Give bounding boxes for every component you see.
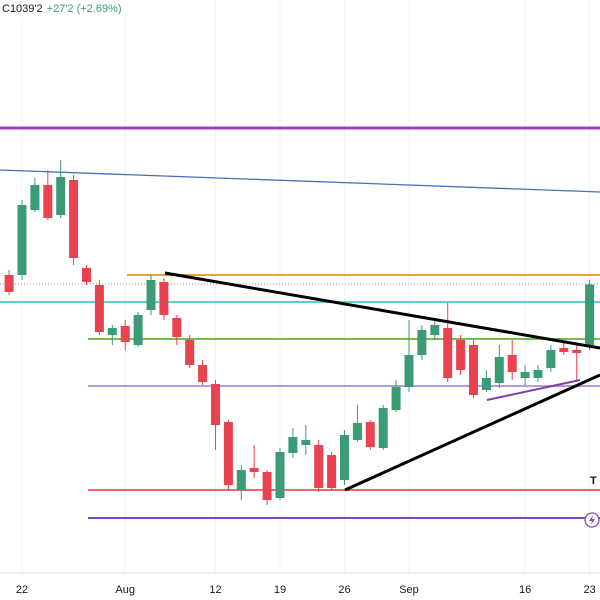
x-tick-label: 19 <box>274 584 286 596</box>
candle-body <box>546 350 556 368</box>
candle-body <box>572 350 582 353</box>
x-axis-labels: 22 Aug 12 19 26 Sep 16 23 <box>16 584 596 596</box>
candle-body <box>211 384 220 425</box>
levels <box>0 126 600 519</box>
candle-body <box>43 185 53 218</box>
candles <box>4 160 595 505</box>
x-tick-label: Sep <box>399 584 419 596</box>
candle-body <box>327 455 337 488</box>
candle-body <box>223 422 233 485</box>
candle-body <box>146 280 156 310</box>
wedge-line <box>486 379 581 401</box>
alert-bolt <box>589 515 595 525</box>
x-tick-label: 12 <box>209 584 221 596</box>
candle-body <box>249 468 259 472</box>
candle-body <box>481 378 491 390</box>
candle-body <box>533 370 543 378</box>
candle-body <box>417 330 427 355</box>
candle-body <box>443 328 453 378</box>
candle-body <box>314 445 324 488</box>
candle-body <box>30 185 40 210</box>
candle-body <box>17 205 27 275</box>
candle-body <box>365 422 375 447</box>
candle-body <box>4 275 14 292</box>
x-tick-label: 16 <box>519 584 531 596</box>
candle-body <box>56 177 66 215</box>
candle-body <box>391 387 401 410</box>
candle-body <box>469 345 478 395</box>
x-tick-label: Aug <box>115 584 135 596</box>
candle-body <box>494 357 504 383</box>
candle-body <box>172 318 182 337</box>
candle-body <box>69 180 79 258</box>
candle-body <box>262 472 272 500</box>
candle-body <box>378 408 388 448</box>
candle-body <box>301 440 311 445</box>
candle-body <box>120 326 130 342</box>
close-text: C1039'2 <box>2 3 43 15</box>
candle-body <box>559 348 569 352</box>
triangle-upper <box>164 271 600 350</box>
x-tick-label: 22 <box>16 584 28 596</box>
candle-body <box>340 435 349 480</box>
change-text: +27'2 (+2.69%) <box>47 3 122 15</box>
candle-body <box>520 372 530 378</box>
candle-body <box>430 325 440 335</box>
annotation: T <box>590 475 597 487</box>
grid <box>21 0 591 573</box>
candle-body <box>507 355 517 372</box>
candle-body <box>94 285 104 332</box>
candle-body <box>185 340 195 365</box>
symbol-close: C1039'2 +27'2 (+2.69%) <box>2 3 122 15</box>
candle-body <box>404 355 414 387</box>
candle-body <box>198 365 208 382</box>
candle-body <box>236 470 246 490</box>
x-tick-label: 26 <box>338 584 350 596</box>
candle-body <box>275 452 285 498</box>
triangle-lower <box>344 373 600 492</box>
header-bg <box>0 0 130 18</box>
candle-body <box>133 315 143 345</box>
candle-body <box>352 423 362 440</box>
trend-line <box>0 169 600 193</box>
candle-body <box>159 282 169 315</box>
candle-body <box>107 328 117 335</box>
candle-body <box>585 284 595 345</box>
x-tick-label: 23 <box>583 584 595 596</box>
candle-body <box>82 268 91 282</box>
candle-body <box>288 437 298 453</box>
candle-body <box>456 340 466 370</box>
